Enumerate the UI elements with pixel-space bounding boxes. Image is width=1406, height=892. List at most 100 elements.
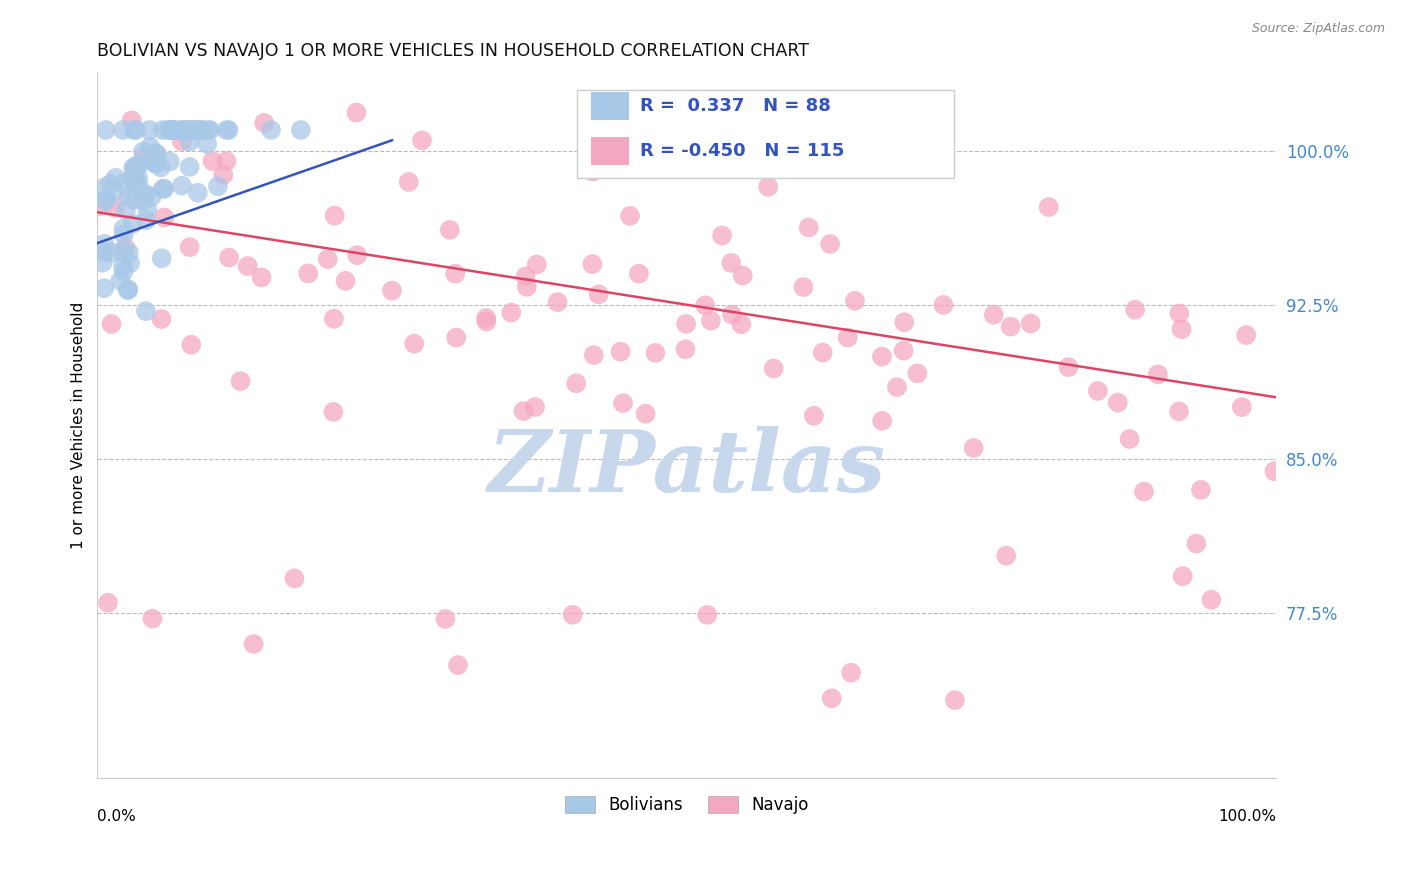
Point	[153, 182, 176, 196]
Point	[644, 346, 666, 360]
Point	[138, 123, 160, 137]
Point	[143, 145, 166, 160]
Point	[157, 123, 180, 137]
Point	[762, 361, 785, 376]
Point	[995, 549, 1018, 563]
Point	[447, 658, 470, 673]
Point	[195, 136, 218, 151]
Point	[135, 213, 157, 227]
Point	[444, 267, 467, 281]
Point	[515, 269, 537, 284]
Point	[112, 123, 135, 137]
Point	[1019, 317, 1042, 331]
Point	[1087, 384, 1109, 398]
Point	[135, 304, 157, 318]
Point	[837, 330, 859, 344]
Point	[104, 201, 127, 215]
Point	[170, 135, 193, 149]
Point	[111, 259, 134, 273]
Point	[731, 268, 754, 283]
Point	[297, 267, 319, 281]
Point	[122, 168, 145, 182]
Point	[730, 318, 752, 332]
Point	[1230, 400, 1253, 414]
Text: BOLIVIAN VS NAVAJO 1 OR MORE VEHICLES IN HOUSEHOLD CORRELATION CHART: BOLIVIAN VS NAVAJO 1 OR MORE VEHICLES IN…	[97, 42, 810, 60]
Point	[127, 178, 149, 192]
Point	[905, 367, 928, 381]
Point	[797, 220, 820, 235]
Point	[344, 105, 367, 120]
Point	[190, 123, 212, 137]
Point	[398, 175, 420, 189]
Point	[870, 350, 893, 364]
Point	[201, 154, 224, 169]
Point	[893, 315, 915, 329]
Text: R =  0.337   N = 88: R = 0.337 N = 88	[640, 97, 831, 115]
Point	[93, 281, 115, 295]
Point	[475, 315, 498, 329]
Point	[612, 396, 634, 410]
Point	[153, 211, 176, 225]
Point	[711, 228, 734, 243]
Point	[112, 222, 135, 236]
Point	[1133, 484, 1156, 499]
Point	[1123, 302, 1146, 317]
Point	[120, 256, 142, 270]
Point	[180, 123, 202, 137]
Point	[165, 123, 187, 137]
Point	[152, 123, 174, 137]
Point	[150, 312, 173, 326]
Point	[1234, 328, 1257, 343]
Point	[446, 330, 468, 344]
Point	[1057, 360, 1080, 375]
Point	[316, 252, 339, 266]
Point	[1147, 368, 1170, 382]
Point	[111, 245, 134, 260]
Point	[516, 280, 538, 294]
Point	[1168, 306, 1191, 320]
Point	[582, 348, 605, 362]
Point	[932, 298, 955, 312]
Point	[323, 209, 346, 223]
Point	[186, 123, 208, 137]
Point	[179, 123, 201, 137]
Point	[110, 274, 132, 288]
Point	[135, 187, 157, 202]
Point	[619, 209, 641, 223]
Point	[242, 637, 264, 651]
Point	[152, 182, 174, 196]
Point	[943, 693, 966, 707]
Point	[122, 217, 145, 231]
Point	[149, 161, 172, 175]
Point	[197, 123, 219, 137]
Point	[588, 287, 610, 301]
Point	[121, 113, 143, 128]
Point	[132, 150, 155, 164]
Point	[215, 154, 238, 169]
Point	[118, 245, 141, 260]
Point	[124, 173, 146, 187]
Point	[627, 267, 650, 281]
Point	[94, 123, 117, 137]
Point	[91, 255, 114, 269]
Point	[125, 123, 148, 137]
Point	[696, 607, 718, 622]
Point	[675, 343, 697, 357]
Point	[172, 123, 194, 137]
Point	[821, 691, 844, 706]
Point	[1171, 569, 1194, 583]
Point	[381, 284, 404, 298]
Point	[180, 123, 202, 137]
Point	[260, 123, 283, 137]
Point	[117, 282, 139, 296]
Point	[114, 241, 136, 255]
Point	[112, 264, 135, 278]
Point	[146, 155, 169, 169]
FancyBboxPatch shape	[576, 90, 955, 178]
Point	[96, 193, 118, 207]
Point	[115, 202, 138, 217]
Point	[190, 123, 212, 137]
Point	[127, 170, 149, 185]
Point	[439, 223, 461, 237]
Point	[346, 248, 368, 262]
